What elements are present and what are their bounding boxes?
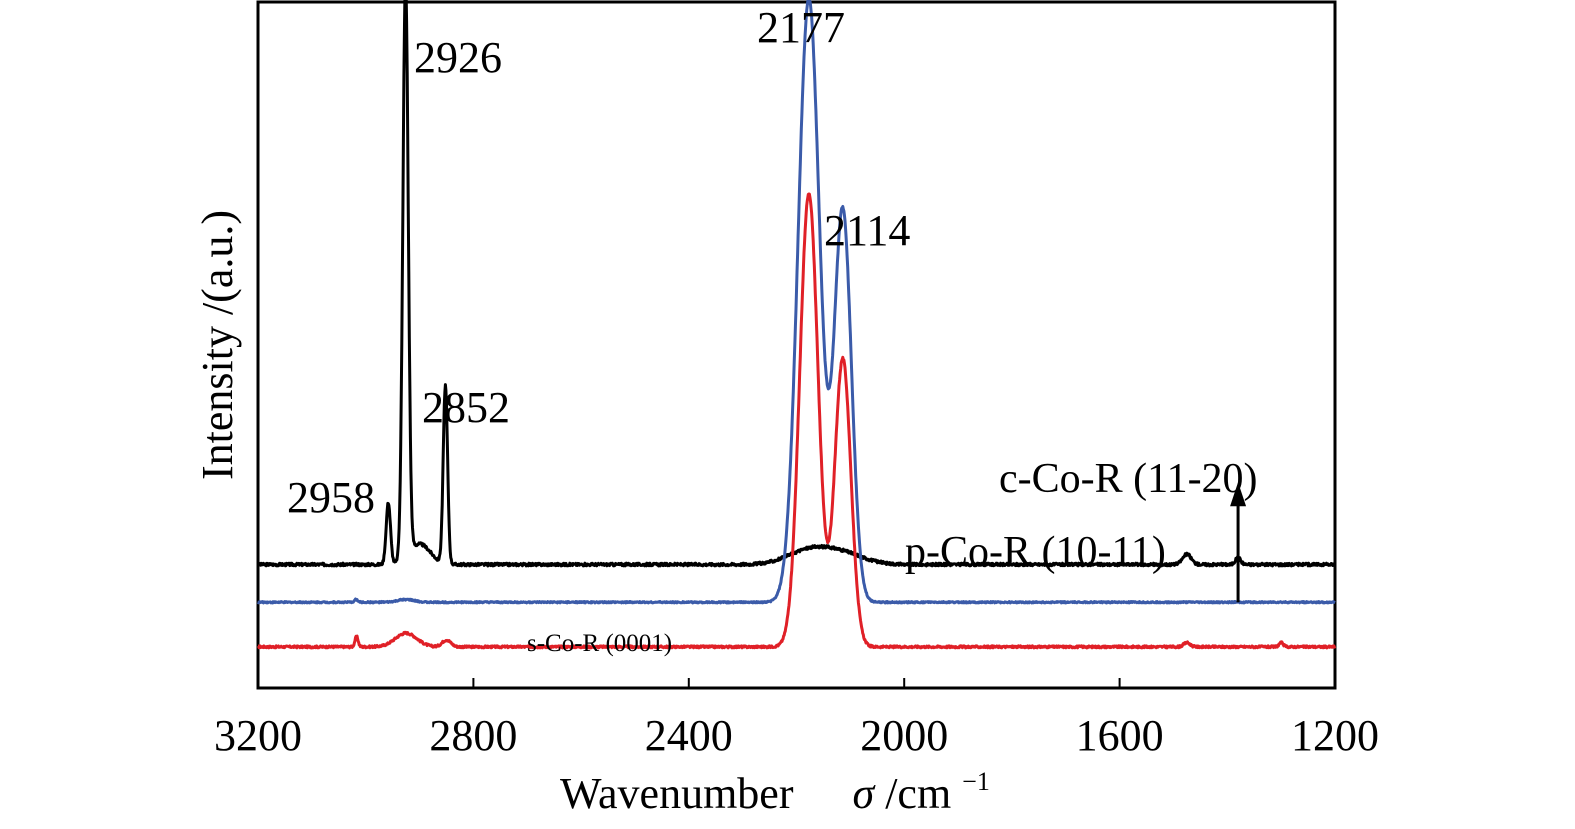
x-axis-title-symbol: σ [852, 769, 876, 818]
peak-label-2958: 2958 [287, 473, 375, 522]
series-label-c-co-r: c-Co-R (11-20) [999, 456, 1258, 502]
x-axis-title-text: Wavenumber [560, 769, 794, 818]
x-tick-label-2000: 2000 [860, 711, 948, 760]
x-axis-title-exponent: −1 [962, 767, 990, 796]
series-line-0 [257, 0, 1337, 568]
x-tick-label-2800: 2800 [429, 711, 517, 760]
series-label-s-co-r: s-Co-R (0001) [527, 630, 672, 657]
peak-label-2177: 2177 [757, 3, 845, 52]
x-tick-label-2400: 2400 [645, 711, 733, 760]
series-line-1 [256, 0, 1336, 605]
peak-label-2114: 2114 [824, 206, 910, 255]
series-lines [256, 0, 1337, 650]
series-line-2 [257, 192, 1337, 650]
x-axis-title: Wavenumber σ /cm −1 [560, 767, 990, 818]
x-tick-label-1200: 1200 [1291, 711, 1379, 760]
x-axis-title-unit: /cm [885, 769, 951, 818]
y-axis-title: Intensity /(a.u.) [193, 210, 242, 480]
x-ticks [257, 678, 1336, 688]
series-arrow [1230, 482, 1247, 603]
x-tick-label-3200: 3200 [214, 711, 302, 760]
plot-frame [256, 0, 1337, 690]
peak-label-2852: 2852 [422, 383, 510, 432]
x-tick-labels: 3200 2800 2400 2000 1600 1200 [214, 711, 1379, 760]
x-tick-label-1600: 1600 [1076, 711, 1164, 760]
arrow-head [1230, 482, 1247, 507]
peak-label-2926: 2926 [414, 33, 502, 82]
series-label-p-co-r: p-Co-R (10-11) [905, 529, 1166, 575]
